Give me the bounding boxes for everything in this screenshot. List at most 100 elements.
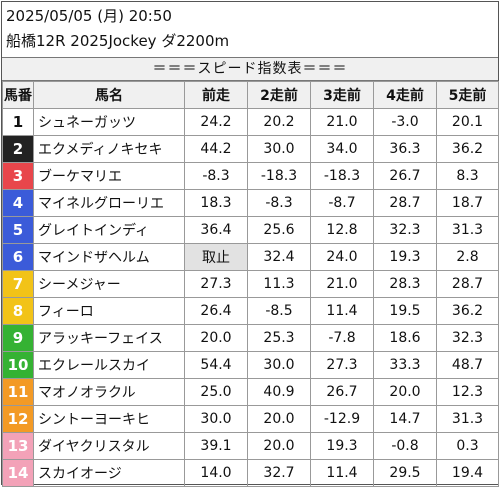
speed-index-value: 12.3 (436, 378, 499, 406)
speed-index-value: 33.3 (373, 351, 437, 379)
speed-index-value: 31.3 (436, 405, 499, 433)
horse-number: 13 (2, 432, 34, 460)
horse-name: エクレールスカイ (33, 351, 185, 379)
speed-index-value: 0.3 (436, 432, 499, 460)
speed-index-value: 21.0 (310, 108, 374, 136)
horse-number: 11 (2, 378, 34, 406)
speed-index-value: 48.7 (436, 351, 499, 379)
col-header-4back: 4走前 (373, 81, 437, 109)
horse-number: 7 (2, 270, 34, 298)
speed-index-value: 30.0 (247, 351, 311, 379)
horse-name: アラッキーフェイス (33, 324, 185, 352)
speed-index-value: 34.0 (310, 135, 374, 163)
speed-index-value: 32.3 (436, 324, 499, 352)
col-header-name: 馬名 (33, 81, 185, 109)
horse-name: シーメジャー (33, 270, 185, 298)
speed-index-value: 54.4 (184, 351, 248, 379)
speed-index-value: 26.7 (373, 162, 437, 190)
speed-index-table: 馬番 馬名 前走 2走前 3走前 4走前 5走前 1 シュネーガッツ 24.2 20.… (2, 81, 499, 487)
horse-number: 14 (2, 459, 34, 487)
speed-index-value: 36.3 (373, 135, 437, 163)
speed-index-value: 39.1 (184, 432, 248, 460)
table-row: 3 ブーケマリエ -8.3 -18.3 -18.3 26.7 8.3 (2, 162, 499, 190)
speed-index-value: 24.2 (184, 108, 248, 136)
speed-index-value: -8.5 (247, 297, 311, 325)
speed-index-value: 20.0 (184, 324, 248, 352)
horse-name: シュネーガッツ (33, 108, 185, 136)
speed-index-value: 28.7 (436, 270, 499, 298)
horse-number: 3 (2, 162, 34, 190)
speed-index-value: 20.2 (247, 108, 311, 136)
horse-name: マイネルグローリエ (33, 189, 185, 217)
horse-name: マインドザヘルム (33, 243, 185, 271)
speed-index-value: -8.3 (184, 162, 248, 190)
speed-index-value: -12.9 (310, 405, 374, 433)
speed-index-value: 18.3 (184, 189, 248, 217)
table-row: 14 スカイオージ 14.0 32.7 11.4 29.5 19.4 (2, 459, 499, 487)
header-row: 馬番 馬名 前走 2走前 3走前 4走前 5走前 (2, 81, 499, 109)
race-info: 船橋12R 2025Jockey ダ2200m (6, 32, 230, 50)
speed-index-value: 11.3 (247, 270, 311, 298)
speed-index-value: -0.8 (373, 432, 437, 460)
table-row: 10 エクレールスカイ 54.4 30.0 27.3 33.3 48.7 (2, 351, 499, 379)
horse-name: フィーロ (33, 297, 185, 325)
horse-name: マオノオラクル (33, 378, 185, 406)
speed-index-value: 14.0 (184, 459, 248, 487)
table-row: 1 シュネーガッツ 24.2 20.2 21.0 -3.0 20.1 (2, 108, 499, 136)
horse-number: 2 (2, 135, 34, 163)
table-title: ＝＝＝スピード指数表＝＝＝ (2, 57, 498, 81)
speed-index-value: 36.2 (436, 135, 499, 163)
table-row: 8 フィーロ 26.4 -8.5 11.4 19.5 36.2 (2, 297, 499, 325)
speed-index-value: 40.9 (247, 378, 311, 406)
speed-index-value: 30.0 (184, 405, 248, 433)
speed-index-value: -18.3 (247, 162, 311, 190)
horse-number: 12 (2, 405, 34, 433)
horse-name: ブーケマリエ (33, 162, 185, 190)
horse-number: 8 (2, 297, 34, 325)
horse-name: スカイオージ (33, 459, 185, 487)
speed-index-value: -18.3 (310, 162, 374, 190)
speed-index-value: 30.0 (247, 135, 311, 163)
col-header-5back: 5走前 (436, 81, 499, 109)
horse-number: 10 (2, 351, 34, 379)
speed-index-value: 36.4 (184, 216, 248, 244)
speed-index-value: 18.6 (373, 324, 437, 352)
speed-index-value: 25.0 (184, 378, 248, 406)
horse-name: エクメディノキセキ (33, 135, 185, 163)
table-row: 5 グレイトインディ 36.4 25.6 12.8 32.3 31.3 (2, 216, 499, 244)
speed-index-value: 31.3 (436, 216, 499, 244)
speed-index-value: 14.7 (373, 405, 437, 433)
speed-index-value: 32.3 (373, 216, 437, 244)
speed-index-value: 26.7 (310, 378, 374, 406)
horse-number: 9 (2, 324, 34, 352)
table-row: 12 シントーヨーキヒ 30.0 20.0 -12.9 14.7 31.3 (2, 405, 499, 433)
speed-index-value: 32.4 (247, 243, 311, 271)
speed-index-value: 20.1 (436, 108, 499, 136)
table-row: 11 マオノオラクル 25.0 40.9 26.7 20.0 12.3 (2, 378, 499, 406)
speed-index-value: -7.8 (310, 324, 374, 352)
speed-index-value: 11.4 (310, 459, 374, 487)
speed-index-value: 19.4 (436, 459, 499, 487)
speed-index-value: 21.0 (310, 270, 374, 298)
speed-index-value: 12.8 (310, 216, 374, 244)
speed-index-value: 20.0 (247, 405, 311, 433)
col-header-3back: 3走前 (310, 81, 374, 109)
speed-index-value: 44.2 (184, 135, 248, 163)
speed-index-value: 36.2 (436, 297, 499, 325)
speed-index-value: 20.0 (247, 432, 311, 460)
table-row: 9 アラッキーフェイス 20.0 25.3 -7.8 18.6 32.3 (2, 324, 499, 352)
horse-name: グレイトインディ (33, 216, 185, 244)
speed-index-value: 32.7 (247, 459, 311, 487)
table-row: 4 マイネルグローリエ 18.3 -8.3 -8.7 28.7 18.7 (2, 189, 499, 217)
race-datetime: 2025/05/05 (月) 20:50 (6, 7, 172, 25)
horse-number: 5 (2, 216, 34, 244)
speed-index-value: 取止 (184, 243, 248, 271)
speed-index-value: -8.7 (310, 189, 374, 217)
table-row: 6 マインドザヘルム 取止 32.4 24.0 19.3 2.8 (2, 243, 499, 271)
speed-index-value: 19.5 (373, 297, 437, 325)
speed-index-value: -8.3 (247, 189, 311, 217)
speed-index-value: 11.4 (310, 297, 374, 325)
speed-index-value: 19.3 (373, 243, 437, 271)
speed-index-value: -3.0 (373, 108, 437, 136)
speed-index-value: 20.0 (373, 378, 437, 406)
